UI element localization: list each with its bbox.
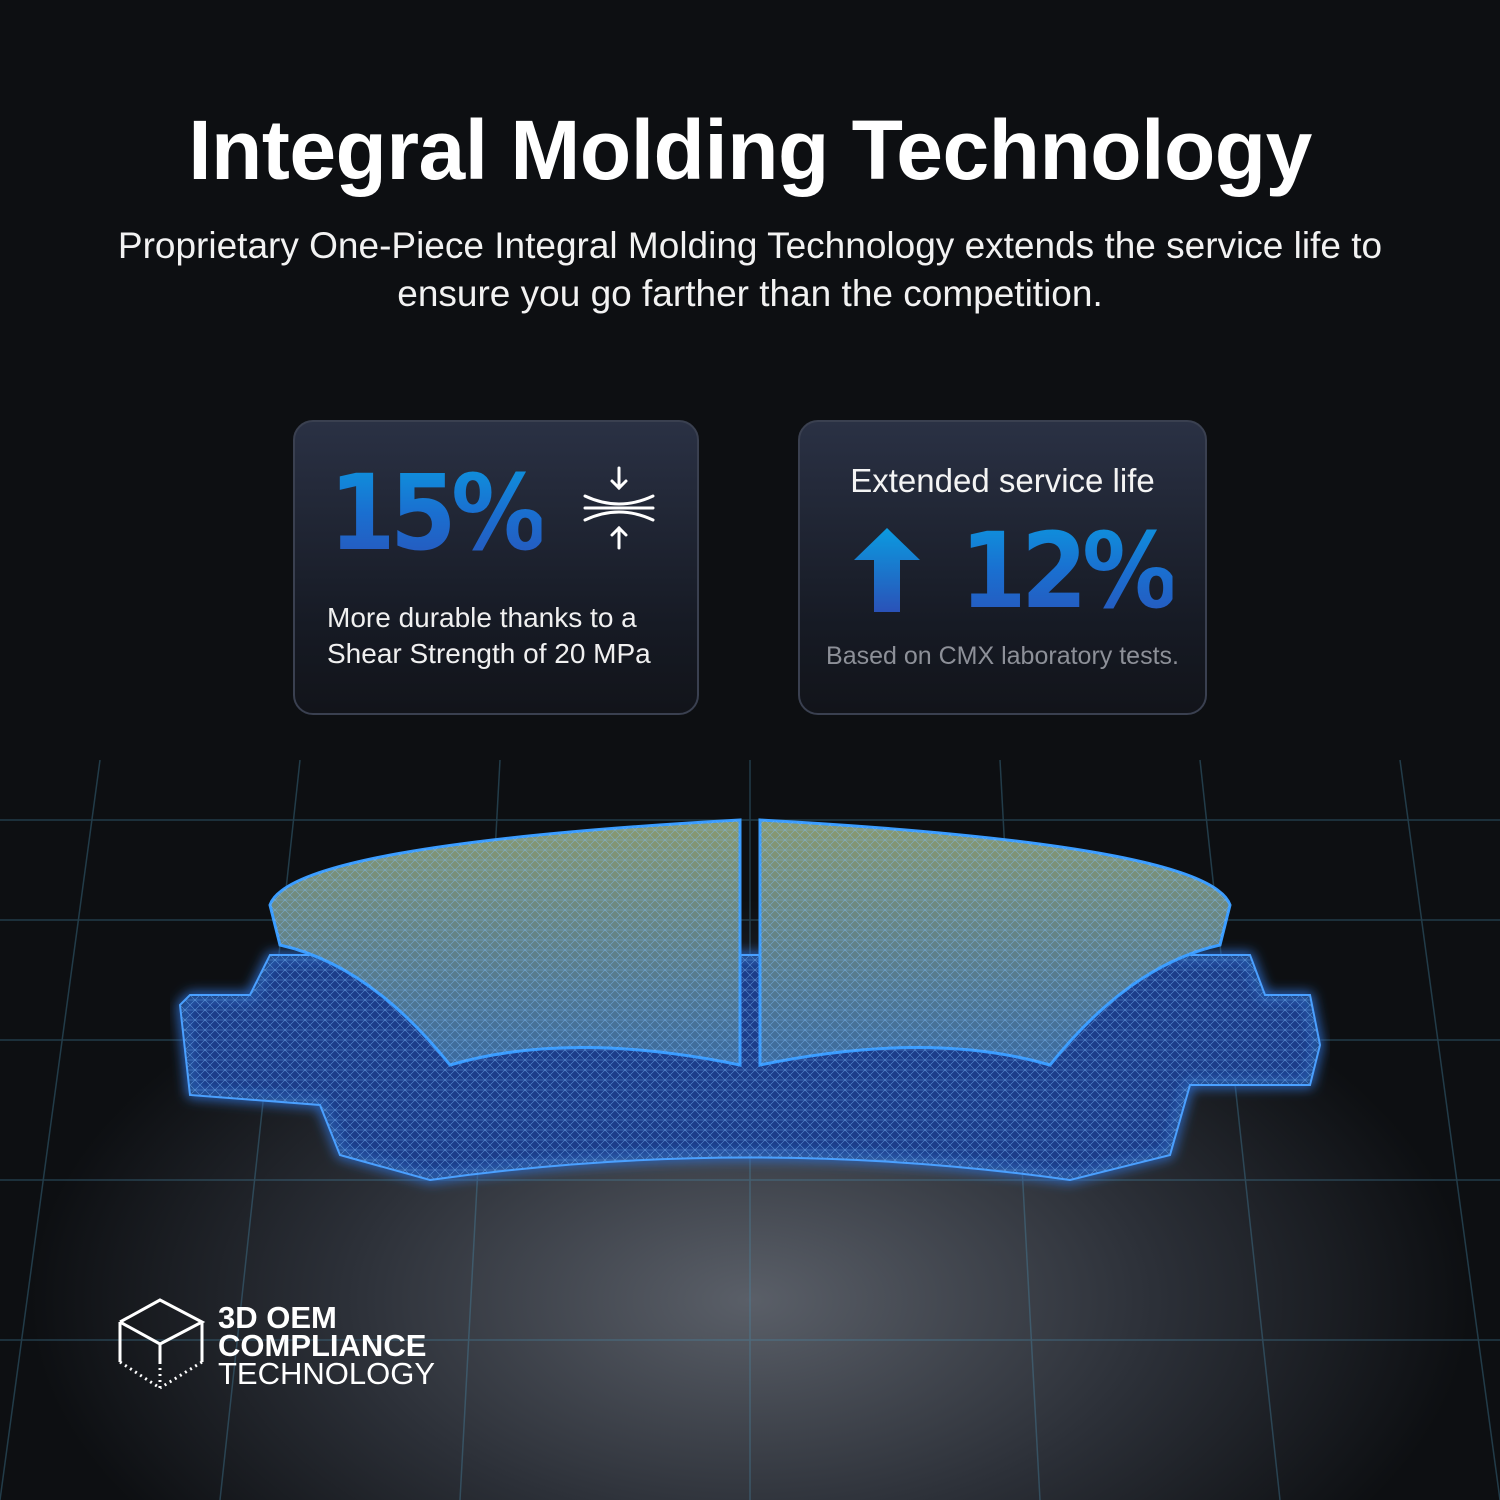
service-life-title: Extended service life bbox=[850, 462, 1155, 499]
strength-description: More durable thanks to a Shear Strength … bbox=[327, 600, 651, 672]
subtitle: Proprietary One-Piece Integral Molding T… bbox=[117, 225, 1383, 314]
cube-icon bbox=[118, 1298, 206, 1390]
badge-line-2: COMPLIANCE bbox=[218, 1328, 427, 1363]
oem-compliance-badge bbox=[116, 1296, 206, 1401]
strength-value: 15% bbox=[329, 452, 547, 574]
description-line-2: Shear Strength of 20 MPa bbox=[327, 638, 651, 669]
service-life-card: Extended service life 12% Based on CMX l… bbox=[798, 420, 1207, 715]
page-title: Integral Molding Technology bbox=[188, 103, 1312, 197]
shear-strength-card: 15% More durable thanks to a Shear Stren… bbox=[293, 420, 699, 715]
description-line-1: More durable thanks to a bbox=[327, 602, 637, 633]
test-note: Based on CMX laboratory tests. bbox=[826, 642, 1179, 670]
arrow-up-icon bbox=[854, 528, 920, 612]
badge-line-3: TECHNOLOGY bbox=[218, 1356, 436, 1391]
brake-pad-wireframe bbox=[177, 818, 1323, 1183]
compression-arrows-icon bbox=[583, 466, 655, 550]
service-life-value: 12% bbox=[960, 510, 1178, 632]
badge-line-1: 3D OEM bbox=[218, 1300, 337, 1335]
